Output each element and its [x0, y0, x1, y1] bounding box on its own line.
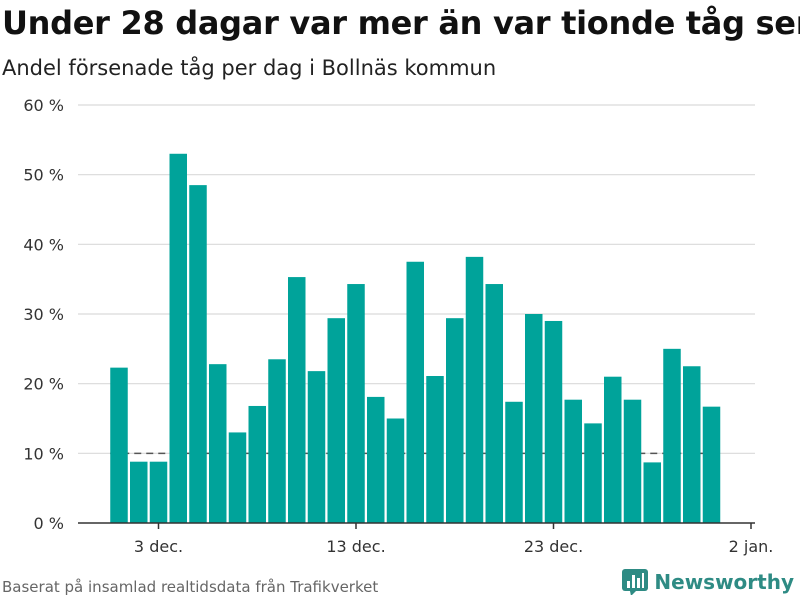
chart-subtitle: Andel försenade tåg per dag i Bollnäs ko…: [2, 56, 497, 80]
y-tick-label: 0 %: [34, 514, 64, 533]
bar: [110, 367, 128, 523]
brand-logo[interactable]: Newsworthy: [622, 569, 794, 595]
bar: [564, 399, 582, 523]
bar: [604, 376, 622, 523]
bar: [189, 185, 207, 523]
x-tick-label: 13 dec.: [326, 537, 385, 556]
bar: [406, 261, 424, 523]
source-note: Baserat på insamlad realtidsdata från Tr…: [2, 578, 379, 596]
y-tick-label: 30 %: [23, 305, 64, 324]
bar: [248, 405, 266, 523]
y-tick-label: 40 %: [23, 235, 64, 254]
bar: [465, 256, 484, 523]
bar: [485, 284, 503, 523]
bar: [446, 318, 464, 523]
bar: [307, 371, 326, 523]
y-tick-label: 10 %: [23, 444, 64, 463]
bar: [643, 462, 661, 523]
bar-chart-logo-icon: [622, 569, 649, 595]
bar: [505, 401, 523, 523]
bar: [663, 348, 681, 523]
y-tick-label: 20 %: [23, 375, 64, 394]
bar: [544, 320, 563, 523]
bar: [683, 366, 701, 523]
bar: [169, 153, 187, 523]
bar: [228, 432, 247, 523]
x-tick-label: 23 dec.: [524, 537, 583, 556]
x-tick-label: 2 jan.: [729, 537, 774, 556]
bar: [347, 284, 365, 523]
bar: [327, 318, 345, 523]
bar: [702, 406, 721, 523]
chart-title: Under 28 dagar var mer än var tionde tåg…: [2, 4, 800, 42]
y-tick-label: 60 %: [23, 96, 64, 115]
bar: [149, 461, 168, 523]
y-tick-label: 50 %: [23, 166, 64, 185]
bar: [367, 396, 385, 523]
bar: [426, 376, 444, 523]
bar: [130, 461, 148, 523]
axes: 0 % 10 % 20 % 30 % 40 % 50 % 60 % 3 dec. 13 dec.…: [23, 96, 773, 556]
bar: [525, 314, 543, 523]
bar: [386, 418, 405, 523]
bars: [110, 153, 721, 523]
brand-name: Newsworthy: [654, 570, 794, 594]
bar: [623, 399, 642, 523]
bar: [584, 423, 602, 523]
bar: [288, 277, 306, 523]
bar: [268, 359, 286, 523]
x-tick-label: 3 dec.: [134, 537, 183, 556]
bar: [209, 364, 227, 523]
